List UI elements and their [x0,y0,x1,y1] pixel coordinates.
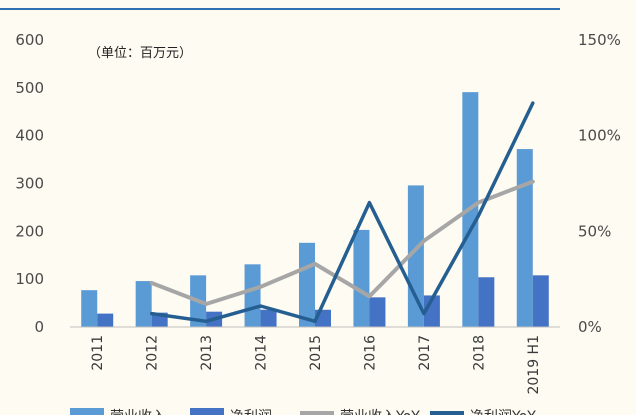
bar-0-2012 [135,281,152,327]
right-axis: 0% 50% 100% 150% [578,31,621,336]
bar-0-2011 [81,290,98,327]
y-right-tick-label: 150% [578,31,621,49]
y-left-tick-label: 600 [15,31,44,49]
bar-1-2019-H1 [532,275,549,327]
y-left-tick-label: 500 [15,79,44,97]
x-tick-label: 2012 [145,335,161,371]
bar-0-2019-H1 [516,149,533,327]
bar-1-2018 [478,277,495,327]
bar-1-2011 [97,313,114,327]
legend-label: 净利润 [230,409,272,415]
x-tick-label: 2011 [90,335,106,371]
y-left-tick-label: 0 [34,318,44,336]
x-axis-ticks: 2011 2012 2013 2014 2015 2016 2017 2018 2019 H1 [90,335,542,395]
legend-swatch [70,408,104,415]
y-right-tick-label: 0% [578,318,602,336]
bar-0-2014 [244,264,261,327]
x-tick-label: 2016 [362,335,378,371]
legend-label: 净利润YoY [470,409,536,415]
y-right-tick-label: 100% [578,127,621,145]
x-tick-label: 2018 [471,335,487,371]
x-tick-label: 2015 [308,335,324,371]
bar-0-2015 [299,242,315,327]
y-left-tick-label: 200 [15,222,44,240]
legend-swatch [190,408,224,415]
lines [149,101,535,324]
line-series-1 [149,101,535,324]
bar-1-2014 [260,309,277,327]
y-left-tick-label: 300 [15,175,44,193]
x-tick-label: 2019 H1 [526,335,542,395]
x-tick-label: 2014 [254,335,270,371]
x-tick-label: 2017 [417,335,433,371]
bar-1-2016 [369,297,386,327]
y-left-tick-label: 400 [15,127,44,145]
unit-note: （单位：百万元） [88,46,192,61]
x-tick-label: 2013 [199,335,215,371]
legend-label: 营业收入YoY [340,409,420,415]
legend: 营业收入 净利润 营业收入YoY 净利润YoY [70,408,536,415]
legend-label: 营业收入 [110,409,166,415]
line-series-0 [149,179,535,306]
y-left-tick-label: 100 [15,270,44,288]
bar-0-2016 [353,229,370,327]
left-axis: 0 100 200 300 400 500 600 [15,31,44,336]
y-right-tick-label: 50% [578,222,611,240]
